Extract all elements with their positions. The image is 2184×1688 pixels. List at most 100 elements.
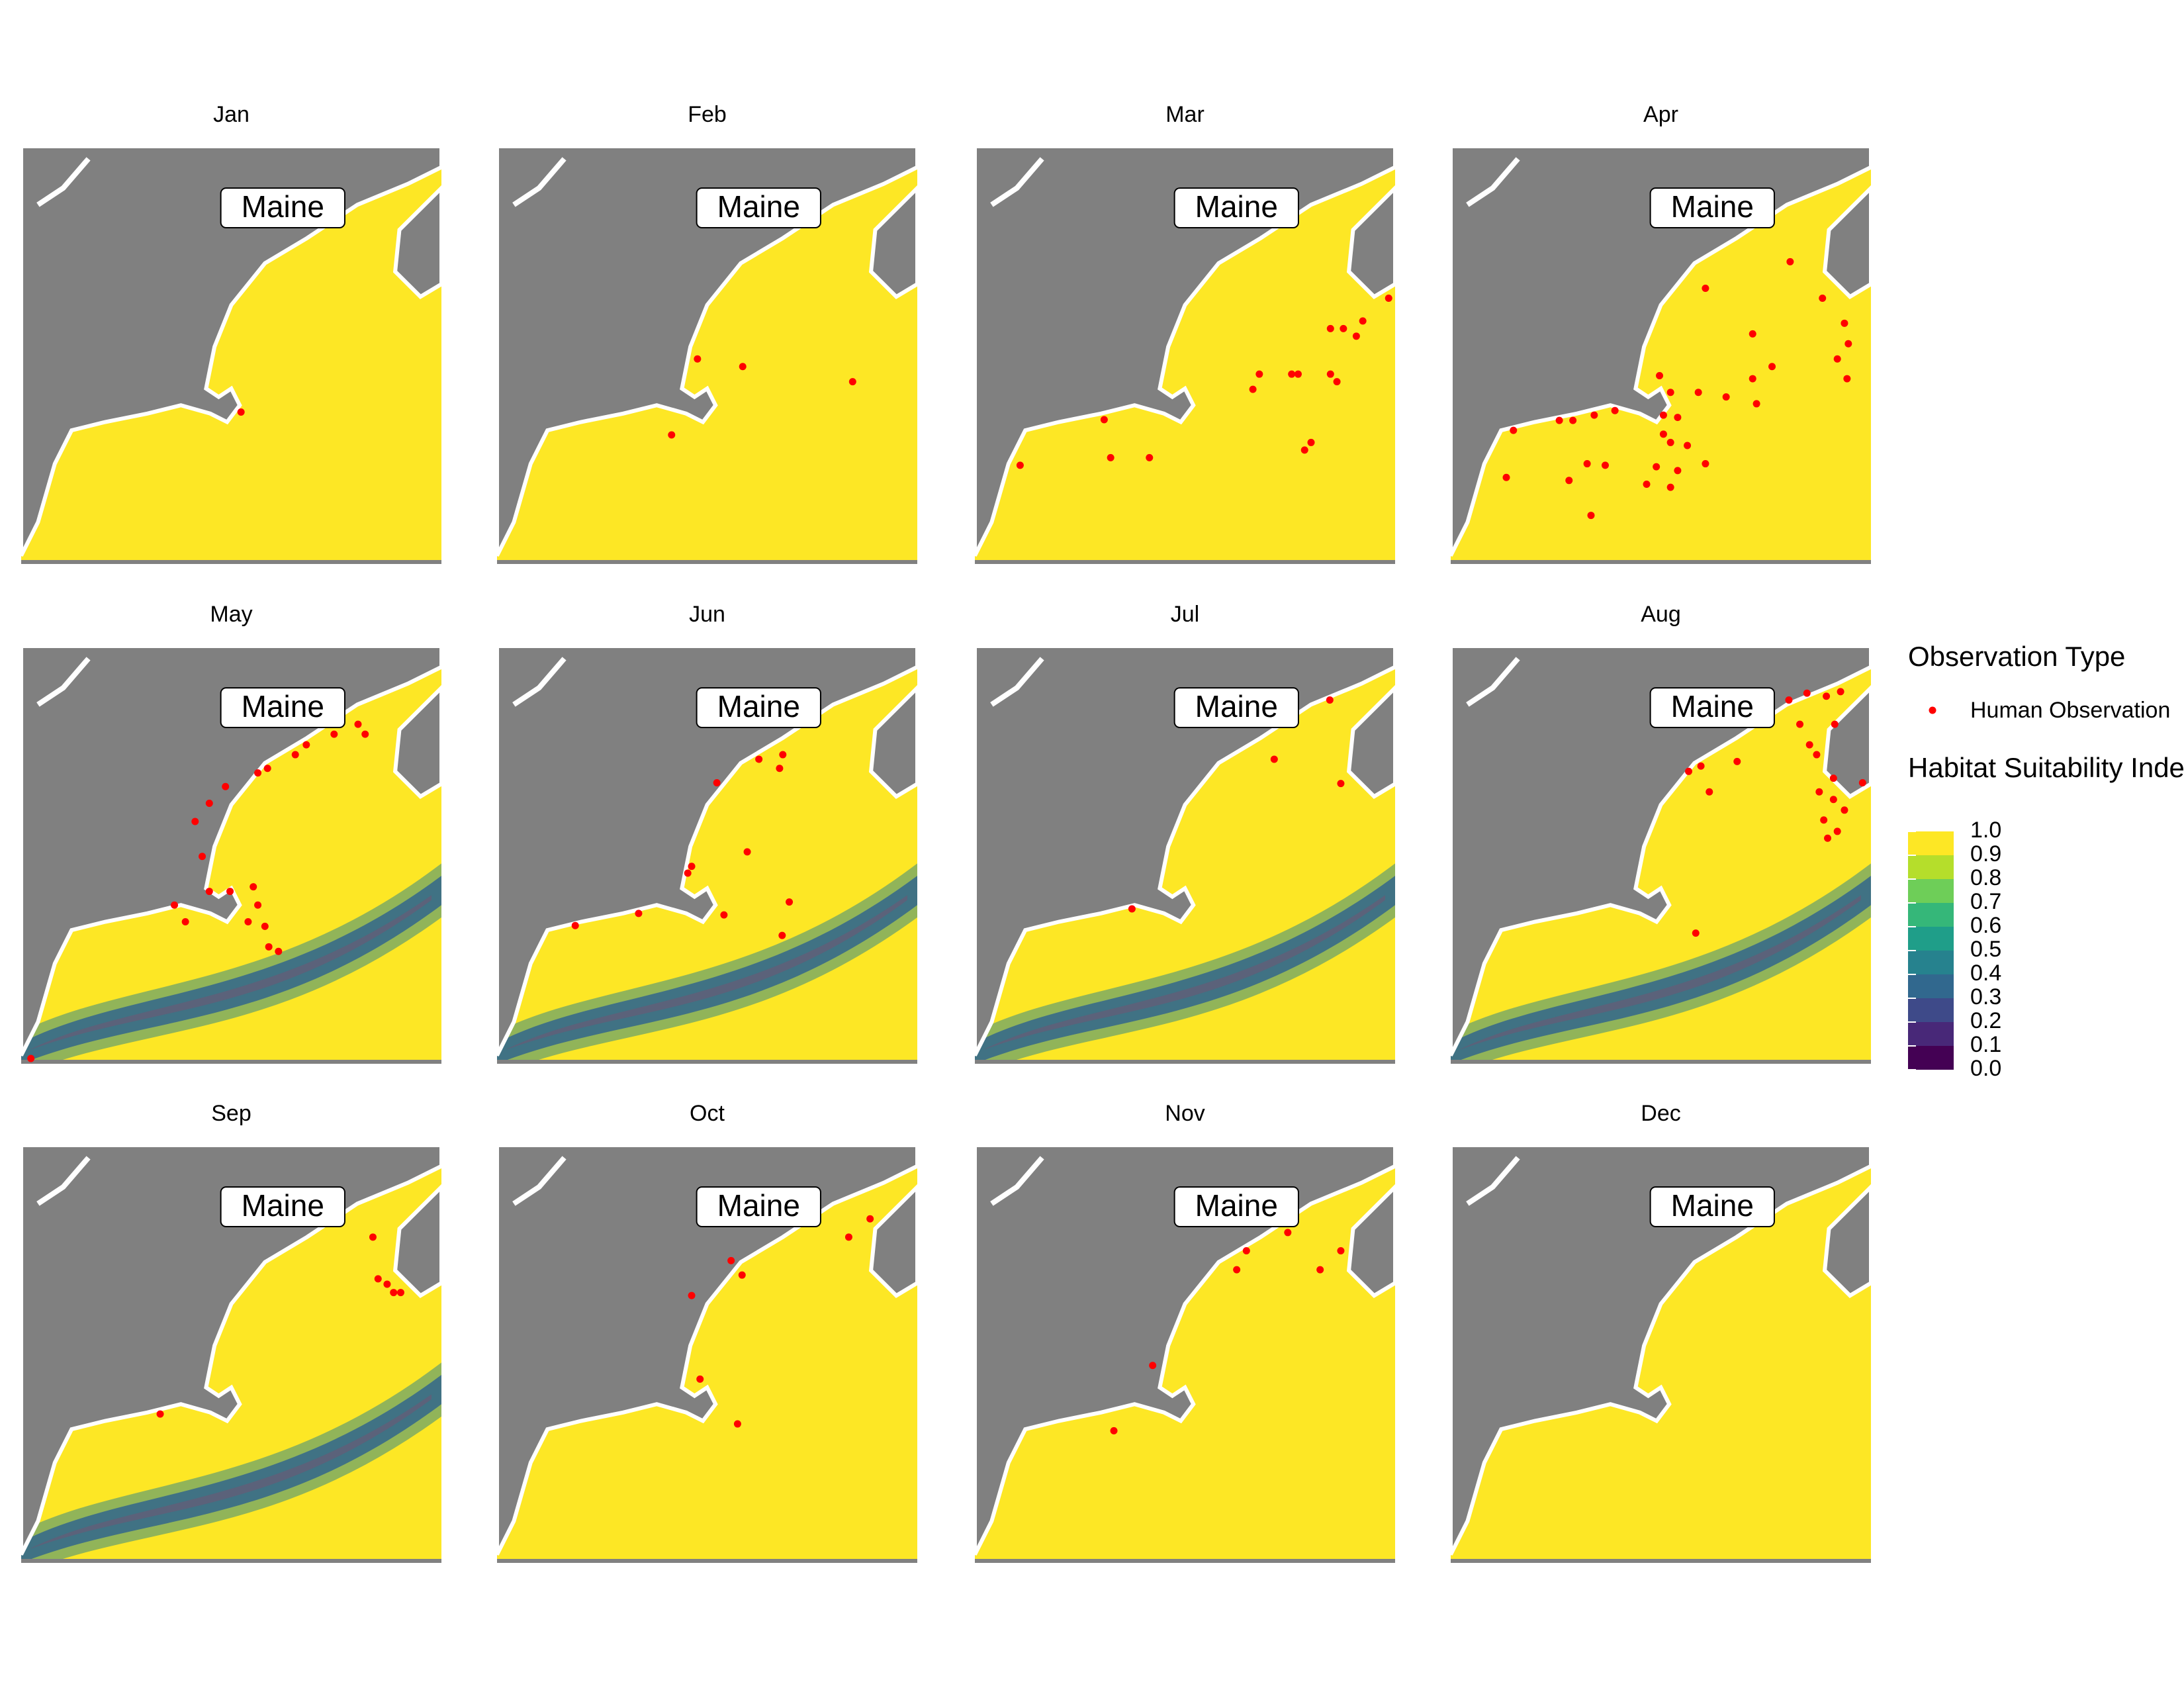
observation-point [1829, 774, 1837, 782]
observation-point [1270, 755, 1278, 763]
land [21, 1145, 441, 1556]
bottom-strip [21, 560, 441, 564]
observation-point [1502, 473, 1510, 481]
observation-point [1337, 780, 1345, 788]
region-label: Maine [1671, 189, 1754, 224]
bottom-strip [975, 1559, 1395, 1563]
map-panel: Maine [21, 146, 441, 564]
observation-point [1706, 788, 1713, 796]
observation-point [1858, 779, 1866, 787]
region-label: Maine [1671, 689, 1754, 724]
observation-point [739, 363, 747, 371]
colorbar-tick-label: 0.6 [1970, 913, 2001, 938]
observation-point [263, 765, 271, 773]
label-box [696, 687, 821, 729]
observation-point [1326, 696, 1334, 704]
observation-point [848, 378, 856, 386]
colorbar-bin [1908, 974, 1954, 998]
observation-point [1583, 460, 1591, 468]
observation-point [1255, 370, 1263, 378]
observation-point [1819, 294, 1827, 302]
observation-point [720, 911, 728, 919]
observation-point [1823, 692, 1831, 700]
panel-title: Nov [1165, 1101, 1205, 1126]
bottom-strip [497, 1559, 917, 1563]
map-panel: Maine [975, 646, 1395, 1064]
observation-point [1833, 827, 1841, 835]
observation-point [156, 1410, 164, 1418]
observation-point [1337, 1246, 1345, 1254]
panel-title: Oct [690, 1101, 725, 1126]
land [1346, 684, 1395, 799]
lake [36, 1156, 91, 1206]
lake [512, 1156, 567, 1206]
bottom-strip [1451, 1060, 1871, 1064]
observation-point [1752, 400, 1760, 408]
observation-point [1385, 294, 1392, 302]
observation-point [1841, 806, 1848, 814]
observation-point [866, 1215, 874, 1223]
lake [1466, 657, 1520, 707]
observation-point [1555, 416, 1563, 424]
colorbar-bin [1908, 1046, 1954, 1070]
panel-title: Dec [1641, 1101, 1680, 1126]
observation-point [1833, 355, 1841, 363]
observation-point [1611, 406, 1619, 414]
suitability-band-edge [21, 1362, 441, 1563]
region-label: Maine [1195, 1188, 1278, 1223]
land [1822, 185, 1871, 299]
observation-point [733, 1420, 741, 1428]
panel-title: Jul [1171, 602, 1199, 627]
observation-point [1694, 389, 1702, 397]
observation-point [250, 883, 257, 891]
lake [990, 157, 1044, 207]
observation-point [1128, 905, 1136, 913]
land [1822, 1184, 1871, 1298]
suitability-band-edge [497, 863, 917, 1064]
land [1346, 1184, 1395, 1298]
observation-point [1843, 375, 1851, 383]
label-box [220, 187, 345, 229]
map-panel: Maine [1451, 1145, 1871, 1563]
observation-point [776, 765, 784, 773]
observation-point [688, 1291, 696, 1299]
suitability-band-edge [21, 863, 441, 1064]
observation-point [1813, 751, 1821, 759]
observation-point [390, 1289, 398, 1297]
observation-point [738, 1271, 746, 1279]
observation-point [1785, 696, 1793, 704]
land [497, 646, 917, 1056]
observation-point [1786, 258, 1794, 265]
observation-point [1149, 1362, 1157, 1370]
colorbar-bin [1908, 1022, 1954, 1046]
lake [512, 157, 567, 207]
panel-title: Aug [1641, 602, 1681, 627]
observation-point [1653, 463, 1661, 471]
map-panel: Maine [497, 146, 917, 564]
colorbar-tick-label: 0.8 [1970, 865, 2001, 890]
observation-point [1666, 483, 1674, 491]
observation-point [1300, 446, 1308, 454]
map-panel: Maine [1451, 646, 1871, 1064]
observation-point [1702, 460, 1709, 468]
colorbar-bin [1908, 927, 1954, 951]
observation-point [1569, 416, 1577, 424]
bottom-strip [1451, 1559, 1871, 1563]
observation-point [254, 769, 262, 777]
observation-point [1233, 1266, 1241, 1274]
observation-point [354, 720, 362, 728]
panel-title: Jan [213, 102, 250, 127]
observation-point [727, 1256, 735, 1264]
label-box [1649, 1186, 1775, 1228]
observation-point [1692, 929, 1700, 937]
observation-point [1656, 371, 1664, 379]
observation-point [1674, 467, 1682, 475]
bottom-strip [21, 1559, 441, 1563]
observation-point [1643, 481, 1651, 489]
observation-point [755, 755, 763, 763]
observation-point [1733, 757, 1741, 765]
label-box [220, 1186, 345, 1228]
colorbar-tick-label: 0.3 [1970, 984, 2001, 1009]
